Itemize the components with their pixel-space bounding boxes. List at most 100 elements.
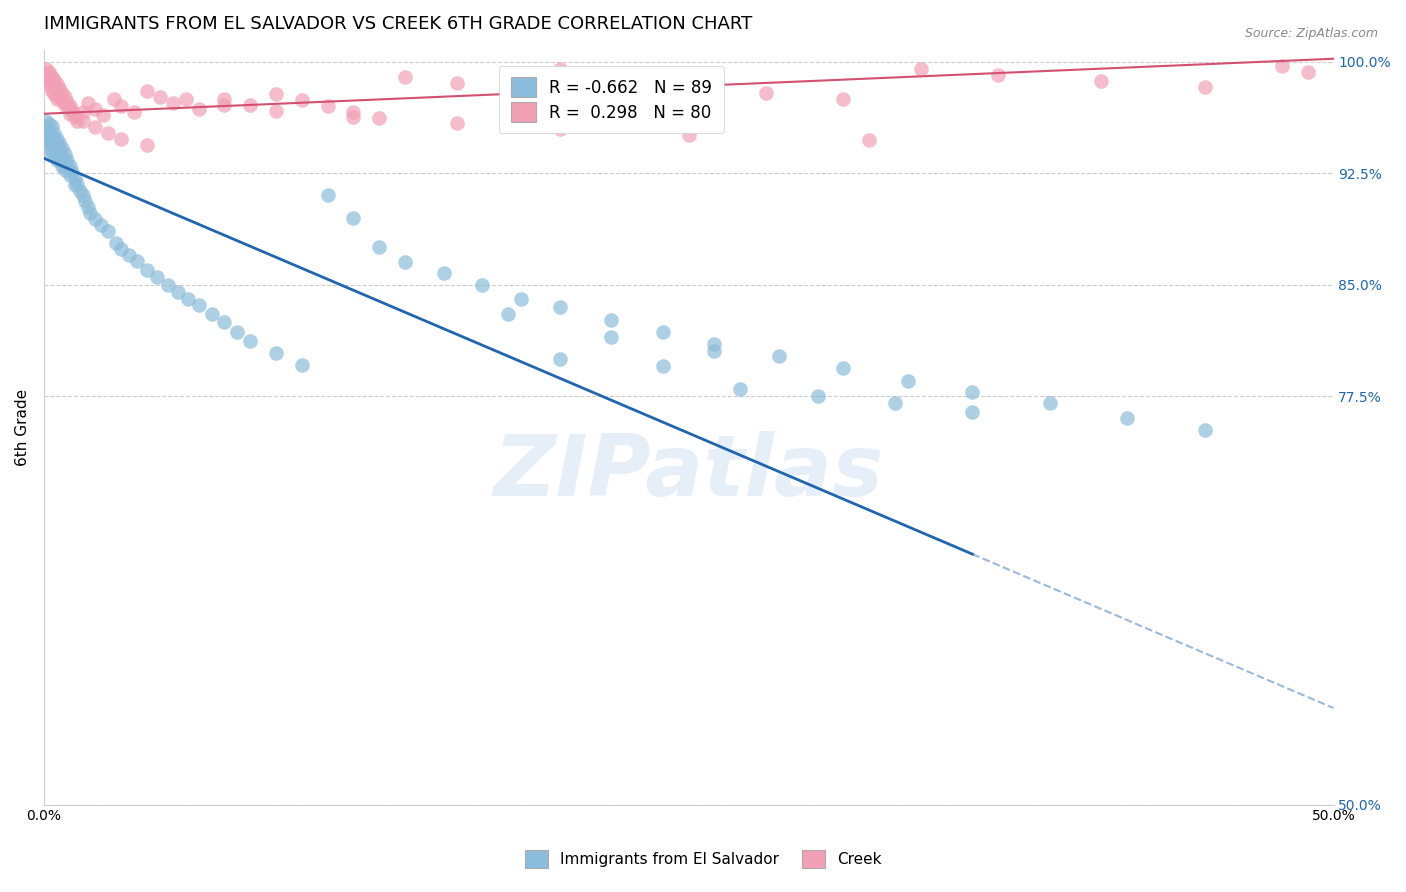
Point — [75, 194, 97, 209]
Point — [41, 136, 63, 151]
Point — [807, 389, 830, 403]
Point — [38, 136, 60, 151]
Point — [38, 65, 60, 79]
Point — [48, 89, 70, 103]
Point — [48, 81, 70, 95]
Point — [214, 92, 236, 106]
Point — [548, 121, 571, 136]
Point — [41, 85, 63, 99]
Point — [1194, 80, 1216, 95]
Point — [987, 68, 1010, 82]
Point — [84, 120, 107, 134]
Point — [48, 90, 70, 104]
Point — [84, 212, 107, 227]
Point — [187, 102, 209, 116]
Point — [433, 266, 456, 280]
Point — [600, 313, 623, 327]
Point — [51, 94, 73, 108]
Point — [162, 96, 184, 111]
Point — [48, 151, 70, 165]
Point — [66, 177, 89, 191]
Point — [97, 224, 120, 238]
Point — [316, 99, 339, 113]
Point — [79, 206, 101, 220]
Point — [1090, 74, 1112, 88]
Point — [35, 114, 58, 128]
Point — [264, 346, 287, 360]
Point — [51, 150, 73, 164]
Point — [703, 337, 725, 351]
Point — [264, 103, 287, 118]
Point — [187, 298, 209, 312]
Point — [45, 92, 67, 106]
Point — [105, 235, 128, 250]
Point — [394, 70, 416, 84]
Point — [1116, 411, 1139, 425]
Point — [368, 240, 391, 254]
Point — [214, 315, 236, 329]
Point — [45, 77, 67, 91]
Point — [41, 70, 63, 84]
Point — [510, 293, 533, 307]
Point — [60, 103, 83, 118]
Point — [110, 132, 132, 146]
Point — [1271, 59, 1294, 73]
Point — [600, 68, 623, 82]
Point — [45, 85, 67, 99]
Point — [60, 164, 83, 178]
Point — [832, 360, 855, 375]
Point — [110, 99, 132, 113]
Point — [56, 160, 79, 174]
Point — [35, 121, 58, 136]
Point — [41, 77, 63, 91]
Point — [394, 255, 416, 269]
Point — [59, 106, 82, 120]
Point — [651, 325, 673, 339]
Point — [38, 72, 60, 87]
Point — [38, 128, 60, 143]
Point — [897, 374, 920, 388]
Point — [177, 293, 200, 307]
Point — [51, 141, 73, 155]
Point — [59, 102, 82, 116]
Point — [56, 153, 79, 167]
Legend: R = -0.662   N = 89, R =  0.298   N = 80: R = -0.662 N = 89, R = 0.298 N = 80 — [499, 66, 724, 134]
Point — [136, 262, 159, 277]
Point — [48, 136, 70, 151]
Point — [45, 85, 67, 99]
Point — [214, 97, 236, 112]
Point — [858, 133, 880, 147]
Point — [239, 97, 262, 112]
Point — [446, 76, 468, 90]
Point — [51, 86, 73, 100]
Point — [832, 92, 855, 106]
Point — [41, 119, 63, 133]
Point — [600, 329, 623, 343]
Point — [44, 80, 66, 95]
Point — [35, 62, 58, 77]
Point — [239, 334, 262, 348]
Point — [41, 72, 63, 87]
Point — [51, 159, 73, 173]
Point — [548, 300, 571, 314]
Point — [962, 405, 984, 419]
Point — [72, 114, 94, 128]
Point — [342, 105, 364, 120]
Point — [63, 110, 86, 124]
Point — [768, 349, 790, 363]
Point — [35, 132, 58, 146]
Point — [651, 74, 673, 88]
Point — [63, 108, 86, 122]
Point — [38, 117, 60, 131]
Point — [136, 137, 159, 152]
Point — [48, 144, 70, 158]
Point — [44, 133, 66, 147]
Point — [45, 139, 67, 153]
Point — [44, 126, 66, 140]
Point — [72, 105, 94, 120]
Text: IMMIGRANTS FROM EL SALVADOR VS CREEK 6TH GRADE CORRELATION CHART: IMMIGRANTS FROM EL SALVADOR VS CREEK 6TH… — [44, 15, 752, 33]
Point — [35, 70, 58, 84]
Point — [45, 132, 67, 146]
Point — [53, 90, 76, 104]
Point — [53, 154, 76, 169]
